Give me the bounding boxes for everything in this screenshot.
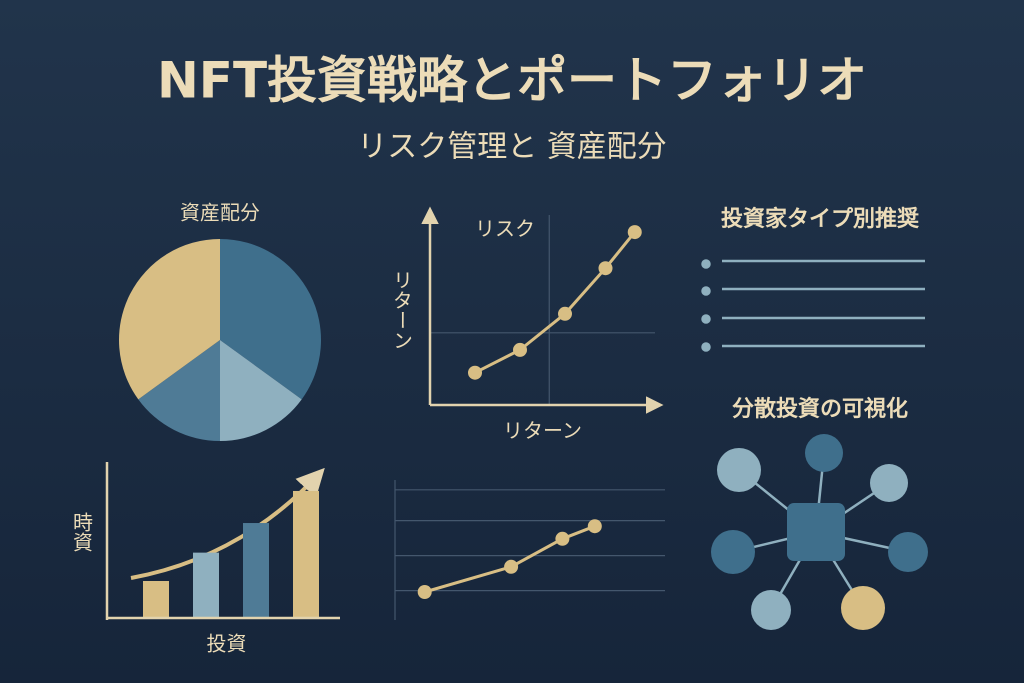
- section-title: 分散投資の可視化: [732, 396, 908, 422]
- point: [558, 306, 572, 321]
- point: [627, 225, 642, 240]
- y-axis-label: 時資: [70, 512, 94, 552]
- pie-slice: [220, 239, 321, 400]
- pie-slice: [119, 239, 220, 400]
- bar: [243, 523, 269, 618]
- y-axis-label: リターン: [390, 270, 414, 350]
- chart-title: 資産配分: [180, 201, 260, 225]
- point: [417, 585, 432, 599]
- bar: [293, 490, 319, 618]
- pie-slice: [138, 340, 220, 441]
- pie-slice: [220, 340, 302, 441]
- bar: [143, 581, 169, 618]
- point: [598, 261, 613, 276]
- network: [711, 434, 928, 630]
- annotation: リスク: [475, 217, 535, 241]
- title: NFT投資戦略とポートフォリオ: [157, 52, 867, 110]
- point: [504, 559, 519, 574]
- list-lines: [701, 259, 925, 352]
- x-axis-label: リターン: [503, 419, 582, 443]
- point: [468, 365, 482, 380]
- subtitle: リスク管理と 資産配分: [357, 130, 667, 165]
- line: [424, 524, 596, 594]
- bar: [193, 552, 219, 618]
- point: [513, 342, 527, 357]
- point: [555, 531, 570, 546]
- section-title: 投資家タイプ別推奨: [721, 206, 920, 232]
- x-axis-label: 投資: [207, 632, 247, 656]
- point: [587, 519, 602, 534]
